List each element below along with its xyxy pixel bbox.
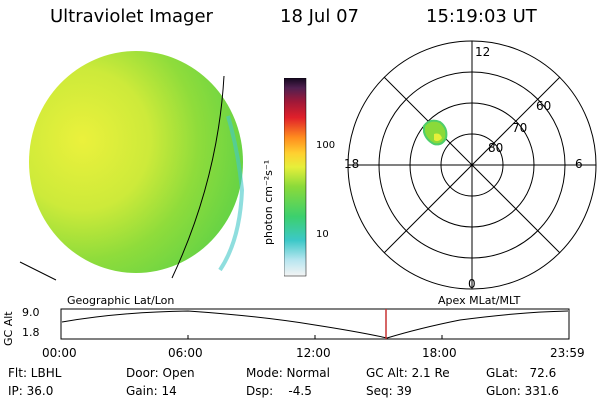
- info-flt: Flt: LBHL: [8, 366, 62, 380]
- info-ip: IP: 36.0: [8, 384, 54, 398]
- mlt-label-12: 12: [475, 45, 490, 59]
- mlt-label-0: 0: [468, 277, 476, 290]
- orbit-altitude-plot: [60, 308, 570, 340]
- app-title: Ultraviolet Imager: [50, 6, 213, 27]
- info-glat: GLat: 72.6: [486, 366, 557, 380]
- orbit-track-line: [19, 261, 57, 281]
- time-label: 15:19:03 UT: [426, 6, 537, 27]
- info-mode: Mode: Normal: [246, 366, 330, 380]
- info-door: Door: Open: [126, 366, 195, 380]
- info-gain: Gain: 14: [126, 384, 177, 398]
- earth-disk: [29, 51, 243, 273]
- lat-label-70: 70: [512, 121, 527, 135]
- info-dsp: Dsp: -4.5: [246, 384, 312, 398]
- orbit-xtick-0600: 06:00: [168, 346, 203, 360]
- colorbar: [284, 78, 307, 277]
- mlt-label-18: 18: [344, 157, 359, 171]
- uv-image-disk: [19, 51, 245, 281]
- orbit-left-title: Geographic Lat/Lon: [67, 294, 175, 307]
- terminator-line: [171, 75, 225, 279]
- colorbar-title: photon cm⁻²s⁻¹: [262, 159, 275, 245]
- info-gcalt: GC Alt: 2.1 Re: [366, 366, 450, 380]
- aurora-patch: [423, 119, 448, 146]
- polar-axis-diag2: [383, 76, 561, 254]
- polar-plot: 12 18 6 0 60 70 80: [344, 40, 597, 290]
- info-seq: Seq: 39: [366, 384, 412, 398]
- orbit-xtick-2359: 23:59: [550, 346, 585, 360]
- lat-label-80: 80: [488, 141, 503, 155]
- aurora-core: [434, 133, 442, 142]
- orbit-ytick-top: 9.0: [22, 306, 40, 319]
- mlt-label-6: 6: [575, 157, 583, 171]
- orbit-xtick-1800: 18:00: [422, 346, 457, 360]
- colorbar-tick-100: 100: [316, 140, 336, 151]
- orbit-right-title: Apex MLat/MLT: [438, 294, 521, 307]
- date-label: 18 Jul 07: [280, 6, 359, 27]
- disk-limb-edge: [218, 115, 245, 272]
- orbit-ytick-bottom: 1.8: [22, 326, 40, 339]
- colorbar-tick-10: 10: [316, 229, 329, 240]
- orbit-xtick-1200: 12:00: [296, 346, 331, 360]
- orbit-altitude-curve: [61, 310, 569, 339]
- info-glon: GLon: 331.6: [486, 384, 559, 398]
- lat-label-60: 60: [536, 99, 551, 113]
- orbit-yaxis-label: GC Alt: [2, 311, 15, 346]
- orbit-xtick-0000: 00:00: [42, 346, 77, 360]
